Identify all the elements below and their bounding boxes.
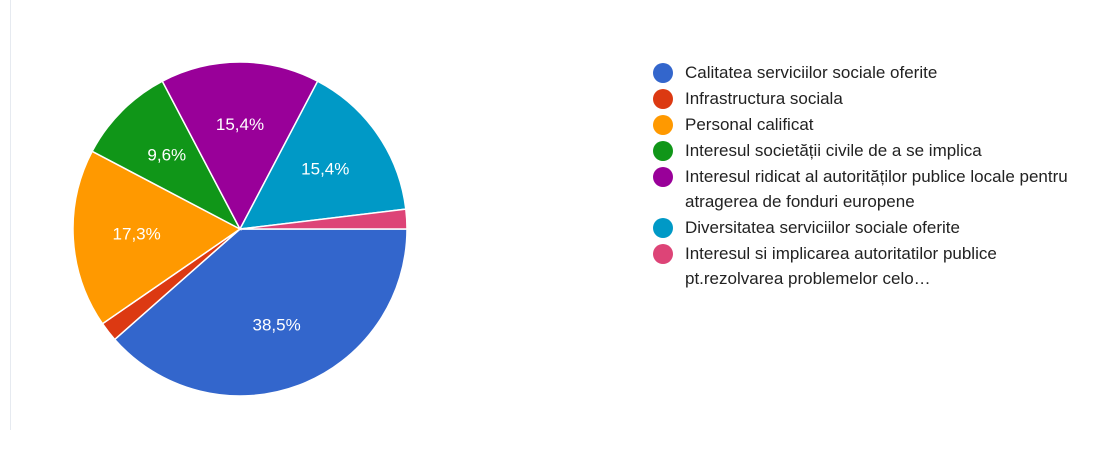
legend-label: Interesul societății civile de a se impl…: [685, 141, 982, 160]
slice-label: 15,4%: [301, 160, 349, 179]
legend-item: Personal calificat: [650, 112, 1090, 137]
legend-swatch: [653, 89, 673, 109]
legend-item: Interesul ridicat al autorităților publi…: [650, 164, 1090, 214]
legend-swatch: [653, 167, 673, 187]
legend-item: Infrastructura sociala: [650, 86, 1090, 111]
legend-item: Diversitatea serviciilor sociale oferite: [650, 215, 1090, 240]
legend-label: Diversitatea serviciilor sociale oferite: [685, 218, 960, 237]
pie-chart: 38,5% 17,3% 9,6% 15,4% 15,4%: [72, 61, 408, 397]
pie-slice: [238, 80, 407, 230]
pie-slice: [72, 150, 242, 325]
legend-swatch: [653, 244, 673, 264]
slice-label: 9,6%: [147, 145, 186, 164]
slice-label: 38,5%: [252, 315, 300, 334]
legend-swatch: [653, 141, 673, 161]
pie-slice: [113, 228, 408, 397]
legend: Calitatea serviciilor sociale oferite Inf…: [650, 60, 1090, 292]
legend-label: Interesul ridicat al autorităților publi…: [685, 167, 1068, 211]
legend-label: Calitatea serviciilor sociale oferite: [685, 63, 938, 82]
pie-slice: [239, 208, 408, 230]
legend-swatch: [653, 63, 673, 83]
legend-label: Interesul si implicarea autoritatilor pu…: [685, 244, 997, 288]
legend-swatch: [653, 115, 673, 135]
card-border: [10, 0, 11, 430]
slice-label: 15,4%: [216, 115, 264, 134]
legend-swatch: [653, 218, 673, 238]
legend-label: Personal calificat: [685, 115, 814, 134]
pie-slice: [161, 61, 319, 231]
legend-item: Interesul societății civile de a se impl…: [650, 138, 1090, 163]
legend-label: Infrastructura sociala: [685, 89, 843, 108]
slice-label: 17,3%: [113, 225, 161, 244]
legend-item: Interesul si implicarea autoritatilor pu…: [650, 241, 1090, 291]
legend-item: Calitatea serviciilor sociale oferite: [650, 60, 1090, 85]
pie-slice: [91, 80, 242, 231]
